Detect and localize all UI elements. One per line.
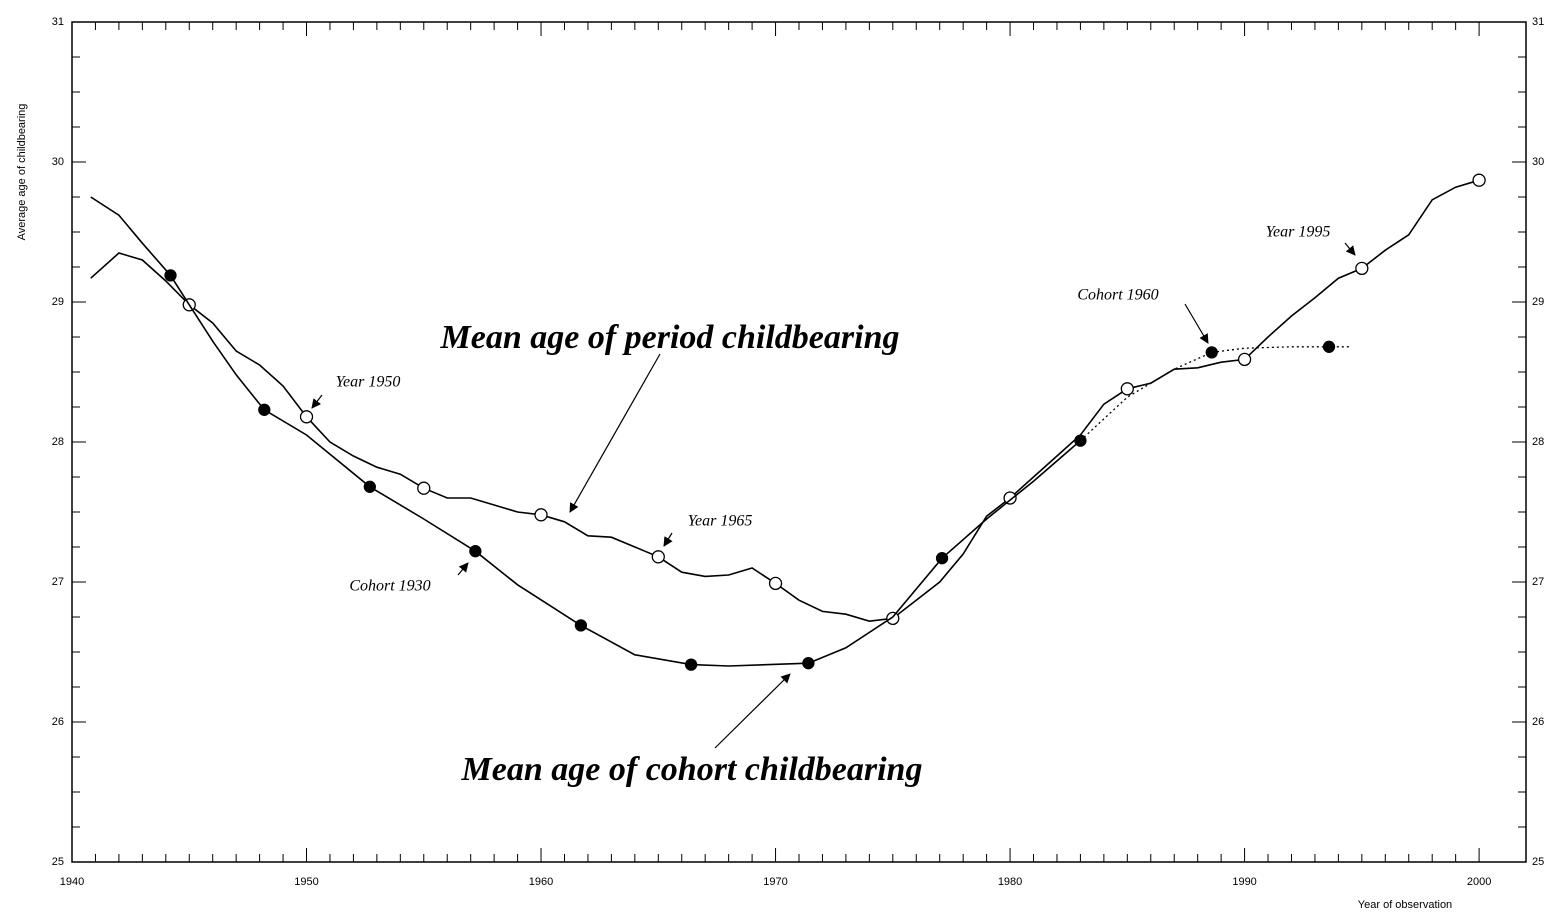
x-tick-label: 1990 [1232,876,1256,888]
data-point [164,269,177,282]
y2-tick-label: 25 [1532,856,1544,868]
data-point [935,552,949,565]
series-line [90,196,1081,667]
data-point [1237,352,1252,367]
annotation: Year 1965 [688,513,753,530]
data-point [886,611,900,626]
arrow [311,394,323,409]
data-point [258,403,271,416]
data-point [1355,261,1369,276]
series-line [1079,346,1351,442]
y2-tick-label: 30 [1532,156,1544,168]
data-point [417,481,431,495]
series-line [90,179,1480,623]
arrows [311,242,1356,749]
data-point [684,658,698,671]
arrow [663,532,673,547]
y-tick-label: 30 [52,156,64,168]
annotation: Year 1950 [336,374,401,391]
plot-frame [71,21,1527,863]
annotation: Cohort 1960 [1077,287,1158,304]
y2-tick-label: 26 [1532,716,1544,728]
data-point [469,545,482,558]
arrow [457,562,469,576]
arrow [1344,242,1356,256]
y-tick-label: 26 [52,716,64,728]
y-tick-label: 29 [52,296,64,308]
data-point [574,619,588,632]
arrow [1184,303,1209,344]
x-tick-label: 1940 [60,876,84,888]
data-point [1003,491,1017,505]
arrow [714,673,791,749]
data-point [1472,173,1486,187]
y-tick-label: 28 [52,436,64,448]
y-axis-label: Average age of childbearing [16,104,28,241]
data-point [299,410,314,424]
arrow [569,353,661,513]
y-tick-label: 31 [52,16,64,28]
data-point [363,480,376,493]
data-point [1074,434,1087,447]
y-tick-label: 27 [52,576,64,588]
x-tick-label: 1960 [529,876,553,888]
annotation: Mean age of period childbearing [440,319,900,356]
data-point [1205,346,1218,359]
x-tick-label: 1980 [998,876,1022,888]
x-tick-label: 1970 [763,876,787,888]
annotation: Year 1995 [1266,224,1331,241]
y-tick-label: 25 [52,856,64,868]
annotation: Mean age of cohort childbearing [461,751,923,788]
y2-tick-label: 27 [1532,576,1544,588]
data-point [768,576,783,591]
data-point [1120,382,1134,396]
x-axis-label: Year of observation [1358,899,1452,911]
data-point [802,657,815,670]
x-tick-label: 1950 [294,876,318,888]
annotation: Cohort 1930 [349,578,430,595]
data-point [1322,340,1336,353]
y2-tick-label: 28 [1532,436,1544,448]
data-point [651,550,665,564]
y2-tick-label: 29 [1532,296,1544,308]
x-tick-label: 2000 [1467,876,1491,888]
y2-tick-label: 31 [1532,16,1544,28]
data-point [534,508,548,522]
